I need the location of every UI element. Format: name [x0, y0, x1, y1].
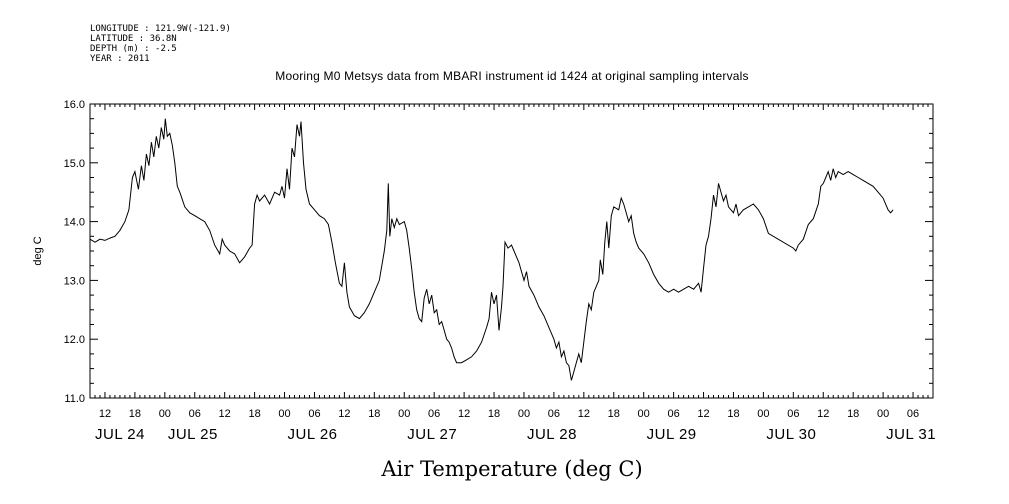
- y-tick-label: 11.0: [64, 393, 85, 405]
- x-tick-label: 06: [189, 408, 201, 420]
- x-tick-label: 00: [278, 408, 290, 420]
- y-tick-label: 16.0: [64, 99, 85, 111]
- plot-frame: [89, 103, 934, 399]
- x-day-label: JUL 30: [766, 426, 816, 443]
- y-tick-label: 13.0: [64, 275, 85, 287]
- x-tick-label: 18: [129, 408, 141, 420]
- meta-year: YEAR : 2011: [90, 54, 150, 64]
- x-day-label: JUL 26: [288, 426, 338, 443]
- x-tick-label: 06: [308, 408, 320, 420]
- x-tick-label: 00: [518, 408, 530, 420]
- y-axis-label: deg C: [32, 236, 44, 265]
- meta-longitude: LONGITUDE : 121.9W(-121.9): [90, 24, 231, 34]
- series-line-air-temperature: [89, 118, 894, 381]
- x-tick-label: 12: [99, 408, 111, 420]
- x-axis-label: Air Temperature (deg C): [380, 457, 642, 481]
- x-day-label: JUL 27: [407, 426, 457, 443]
- x-tick-label: 18: [488, 408, 500, 420]
- x-tick-label: 12: [817, 408, 829, 420]
- x-axis: 12 18 00 06 12 18 00 06 12 18 00 06 12 18 00 06 12 18 00 06…: [89, 104, 936, 443]
- y-tick-label: 15.0: [64, 158, 85, 170]
- meta-latitude: LATITUDE : 36.8N: [90, 34, 177, 44]
- x-tick-label: 12: [578, 408, 590, 420]
- x-tick-label: 12: [338, 408, 350, 420]
- x-tick-label: 18: [727, 408, 739, 420]
- x-tick-label: 00: [877, 408, 889, 420]
- y-axis: 11.0 12.0 13.0 14.0 15.0 16.0: [64, 99, 933, 405]
- x-tick-label: 00: [638, 408, 650, 420]
- x-tick-label: 18: [847, 408, 859, 420]
- x-tick-label: 18: [248, 408, 260, 420]
- x-tick-label: 18: [368, 408, 380, 420]
- metadata-block: LONGITUDE : 121.9W(-121.9) LATITUDE : 36…: [90, 24, 231, 64]
- x-tick-label: 06: [667, 408, 679, 420]
- x-tick-label: 06: [428, 408, 440, 420]
- x-tick-label: 12: [458, 408, 470, 420]
- x-tick-label: 18: [608, 408, 620, 420]
- x-tick-label: 00: [757, 408, 769, 420]
- x-tick-label: 06: [548, 408, 560, 420]
- y-tick-label: 12.0: [64, 334, 85, 346]
- x-tick-label: 12: [697, 408, 709, 420]
- y-tick-label: 14.0: [64, 217, 85, 229]
- x-tick-label: 06: [787, 408, 799, 420]
- x-day-label: JUL 25: [168, 426, 218, 443]
- x-day-label: JUL 28: [527, 426, 577, 443]
- x-tick-label: 00: [159, 408, 171, 420]
- x-tick-label: 12: [219, 408, 231, 420]
- chart-title: Mooring M0 Metsys data from MBARI instru…: [275, 69, 748, 83]
- x-tick-label: 06: [907, 408, 919, 420]
- x-day-label: JUL 31: [886, 426, 936, 443]
- meta-depth: DEPTH (m) : -2.5: [90, 44, 177, 54]
- x-day-label: JUL 29: [647, 426, 697, 443]
- x-tick-label: 00: [398, 408, 410, 420]
- x-day-label: JUL 24: [95, 426, 145, 443]
